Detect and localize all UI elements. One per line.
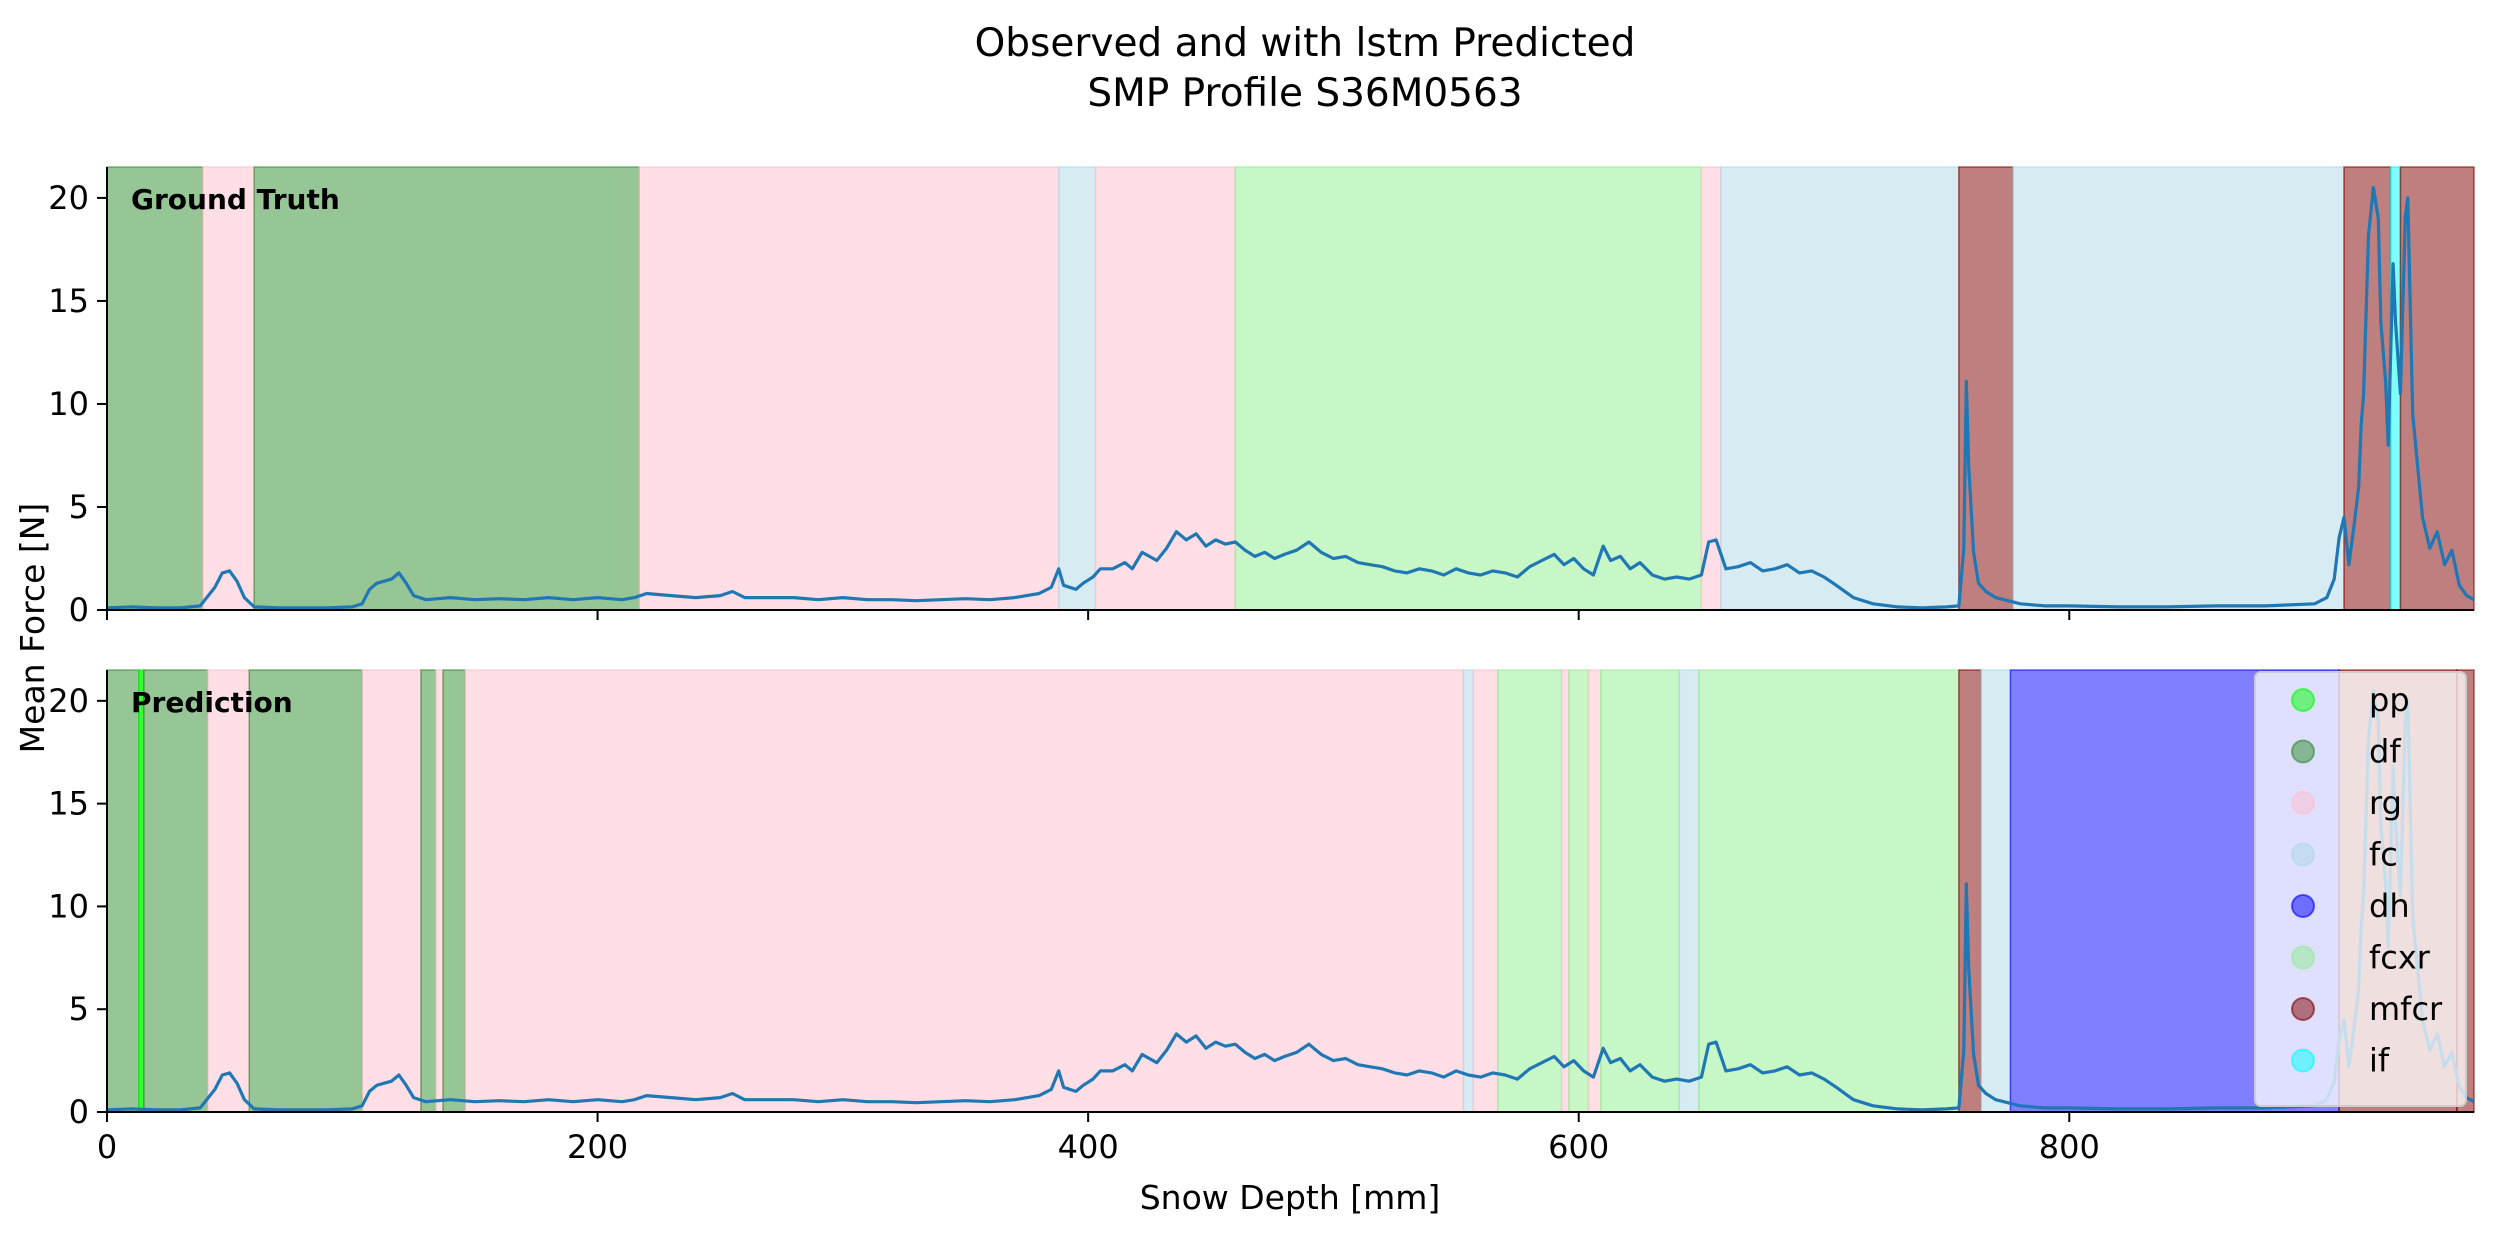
x-tick-label: 0 [97,1128,117,1166]
x-axis-label: Snow Depth [mm] [1140,1178,1441,1217]
segment-rg [361,669,422,1113]
segment-fcxr [1234,166,1703,611]
legend-label-mfcr: mfcr [2369,990,2443,1028]
legend-label-if: if [2369,1042,2390,1080]
legend-box [2254,671,2467,1107]
legend-label-pp: pp [2369,681,2410,719]
x-tick-label: 200 [567,1128,628,1166]
legend-label-rg: rg [2369,784,2402,822]
segment-fcxr [1698,669,1960,1113]
legend-marker-pp [2291,688,2315,712]
y-tick-label: 0 [69,591,89,629]
segment-rg [1094,166,1237,611]
segment-fcxr [1568,669,1590,1113]
x-tick-label: 400 [1058,1128,1119,1166]
segment-df [253,166,641,611]
y-tick-label: 20 [48,682,89,720]
legend-marker-mfcr [2291,997,2315,1021]
x-tick-label: 800 [2039,1128,2100,1166]
y-tick-label: 10 [48,887,89,925]
segment-rg [201,166,255,611]
y-tick-label: 10 [48,385,89,423]
segment-fc [1678,669,1700,1113]
segment-df [106,669,140,1113]
legend-marker-if [2291,1048,2315,1073]
y-tick-label: 15 [48,785,89,823]
segment-fcxr [1600,669,1681,1113]
legend-label-fc: fc [2369,836,2398,874]
segment-rg [1472,669,1499,1113]
y-tick-label: 15 [48,282,89,320]
legend: pp df rg fc dh fcxr mfcr if [2254,671,2467,1107]
y-tick-label: 5 [69,990,89,1028]
panel-label: Ground Truth [131,183,340,216]
legend-marker-rg [2291,791,2315,815]
segment-fc [1057,166,1097,611]
segment-fc [2012,166,2345,611]
y-tick-label: 5 [69,488,89,526]
legend-marker-dh [2291,894,2315,918]
legend-label-fcxr: fcxr [2369,939,2431,977]
segment-fc [1462,669,1474,1113]
y-axis-label: Mean Force [N] [13,503,52,754]
chart-title-line1: Observed and with lstm Predicted [975,21,1636,66]
segment-rg [1587,669,1602,1113]
segment-rg [638,166,1060,611]
segment-rg [434,669,444,1113]
segment-df [248,669,363,1113]
legend-label-df: df [2369,733,2401,771]
segment-rg [206,669,251,1113]
segment-fcxr [1497,669,1563,1113]
legend-marker-df [2291,739,2315,764]
legend-marker-fc [2291,842,2315,867]
segment-mfcr [1958,669,1982,1113]
segment-df [442,669,466,1113]
y-tick-label: 20 [48,179,89,217]
chart-title-line2: SMP Profile S36M0563 [1087,71,1522,116]
segment-df [420,669,437,1113]
segment-fc [1720,166,1960,611]
panel-label: Prediction [131,686,293,719]
segment-rg [1560,669,1570,1113]
legend-marker-fcxr [2291,945,2315,970]
force-line [106,186,2475,610]
segment-rg [464,669,1465,1113]
panel-ground-truth: 0 5 10 15 20 Ground Truth [48,166,2475,629]
segment-df [143,669,209,1113]
legend-label-dh: dh [2369,887,2410,925]
y-tick-label: 0 [69,1093,89,1131]
segment-df [106,166,204,611]
segment-fc [1980,669,2012,1113]
x-tick-label: 600 [1548,1128,1609,1166]
